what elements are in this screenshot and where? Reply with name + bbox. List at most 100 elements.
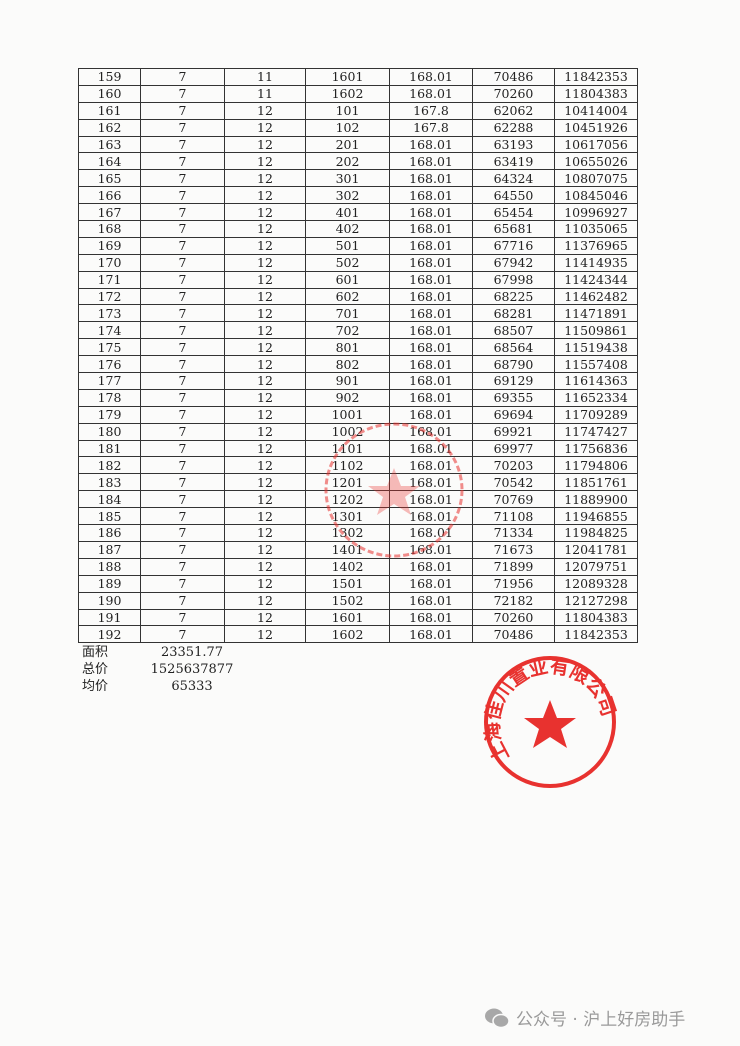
- table-cell: 168.01: [389, 540, 473, 559]
- table-cell: 12: [224, 608, 306, 627]
- table-cell: 168.01: [389, 169, 473, 188]
- table-cell: 64324: [472, 169, 555, 188]
- table-cell: 184: [78, 490, 141, 509]
- table-cell: 12: [224, 625, 306, 644]
- table-cell: 11: [224, 68, 306, 86]
- average-label: 均价: [82, 679, 109, 694]
- watermark-footer: 公众号 · 沪上好房助手: [484, 1005, 685, 1030]
- table-cell: 71673: [472, 540, 555, 559]
- table-cell: 180: [78, 422, 141, 441]
- table-cell: 12: [224, 338, 306, 357]
- table-cell: 11035065: [554, 220, 638, 238]
- table-cell: 7: [140, 236, 225, 255]
- table-cell: 70203: [472, 456, 555, 475]
- table-cell: 12: [224, 253, 306, 272]
- table-cell: 181: [78, 439, 141, 458]
- table-cell: 7: [140, 355, 225, 374]
- table-cell: 168.01: [389, 135, 473, 154]
- table-cell: 168: [78, 220, 141, 238]
- table-cell: 7: [140, 574, 225, 593]
- table-cell: 68790: [472, 355, 555, 374]
- footer-text: 公众号 · 沪上好房助手: [516, 1010, 686, 1030]
- table-cell: 67716: [472, 236, 555, 255]
- table-cell: 11804383: [554, 84, 638, 103]
- table-cell: 1501: [305, 574, 390, 593]
- table-cell: 68564: [472, 338, 555, 357]
- table-row: 172 7 12 602 168.01 68225 11462482: [78, 287, 638, 306]
- total-label: 总价: [82, 662, 109, 677]
- table-cell: 7: [140, 524, 225, 542]
- table-cell: 12: [224, 557, 306, 576]
- table-cell: 7: [140, 372, 225, 390]
- table-cell: 188: [78, 557, 141, 576]
- table-cell: 12: [224, 473, 306, 492]
- table-row: 183 7 12 1201 168.01 70542 11851761: [78, 473, 638, 492]
- table-cell: 168.01: [389, 388, 473, 407]
- table-cell: 172: [78, 287, 141, 306]
- table-cell: 7: [140, 169, 225, 188]
- table-cell: 101: [305, 101, 390, 120]
- table-cell: 68281: [472, 304, 555, 323]
- table-cell: 186: [78, 524, 141, 542]
- table-cell: 7: [140, 270, 225, 289]
- table-cell: 1601: [305, 608, 390, 627]
- table-cell: 62062: [472, 101, 555, 120]
- faded-company-seal: [324, 422, 464, 558]
- table-cell: 302: [305, 186, 390, 205]
- table-cell: 189: [78, 574, 141, 593]
- table-cell: 12: [224, 591, 306, 610]
- table-cell: 7: [140, 118, 225, 137]
- table-row: 168 7 12 402 168.01 65681 11035065: [78, 220, 638, 238]
- table-cell: 7: [140, 287, 225, 306]
- table-cell: 7: [140, 591, 225, 610]
- table-cell: 12: [224, 405, 306, 424]
- table-cell: 70260: [472, 608, 555, 627]
- table-cell: 11462482: [554, 287, 638, 306]
- summary-total: 总价 1525637877: [82, 661, 242, 678]
- table-cell: 11614363: [554, 372, 638, 390]
- table-cell: 12: [224, 507, 306, 526]
- table-cell: 7: [140, 473, 225, 492]
- table-cell: 173: [78, 304, 141, 323]
- table-cell: 162: [78, 118, 141, 137]
- table-cell: 10996927: [554, 203, 638, 222]
- table-cell: 602: [305, 287, 390, 306]
- table-cell: 7: [140, 507, 225, 526]
- table-cell: 165: [78, 169, 141, 188]
- summary-area: 面积 23351.77: [82, 644, 242, 661]
- table-cell: 63193: [472, 135, 555, 154]
- table-cell: 168.01: [389, 186, 473, 205]
- table-cell: 7: [140, 338, 225, 357]
- table-cell: 1102: [305, 456, 390, 475]
- table-cell: 7: [140, 439, 225, 458]
- table-row: 185 7 12 1301 168.01 71108 11946855: [78, 507, 638, 526]
- table-cell: 12: [224, 304, 306, 323]
- table-cell: 7: [140, 422, 225, 441]
- table-cell: 179: [78, 405, 141, 424]
- table-cell: 163: [78, 135, 141, 154]
- table-cell: 168.01: [389, 220, 473, 238]
- table-cell: 168.01: [389, 372, 473, 390]
- table-cell: 161: [78, 101, 141, 120]
- table-row: 174 7 12 702 168.01 68507 11509861: [78, 321, 638, 340]
- table-cell: 1402: [305, 557, 390, 576]
- table-cell: 67942: [472, 253, 555, 272]
- table-cell: 12: [224, 321, 306, 340]
- table-cell: 168.01: [389, 507, 473, 526]
- table-cell: 164: [78, 152, 141, 171]
- table-cell: 12079751: [554, 557, 638, 576]
- table-cell: 168.01: [389, 625, 473, 644]
- table-row: 188 7 12 1402 168.01 71899 12079751: [78, 557, 638, 576]
- table-cell: 11709289: [554, 405, 638, 424]
- table-cell: 7: [140, 101, 225, 120]
- table-cell: 168.01: [389, 524, 473, 542]
- table-row: 186 7 12 1302 168.01 71334 11984825: [78, 524, 638, 542]
- table-cell: 7: [140, 304, 225, 323]
- table-row: 164 7 12 202 168.01 63419 10655026: [78, 152, 638, 171]
- table-cell: 1302: [305, 524, 390, 542]
- table-cell: 71334: [472, 524, 555, 542]
- table-row: 159 7 11 1601 168.01 70486 11842353: [78, 68, 638, 86]
- table-cell: 167.8: [389, 118, 473, 137]
- table-cell: 168.01: [389, 456, 473, 475]
- table-cell: 68225: [472, 287, 555, 306]
